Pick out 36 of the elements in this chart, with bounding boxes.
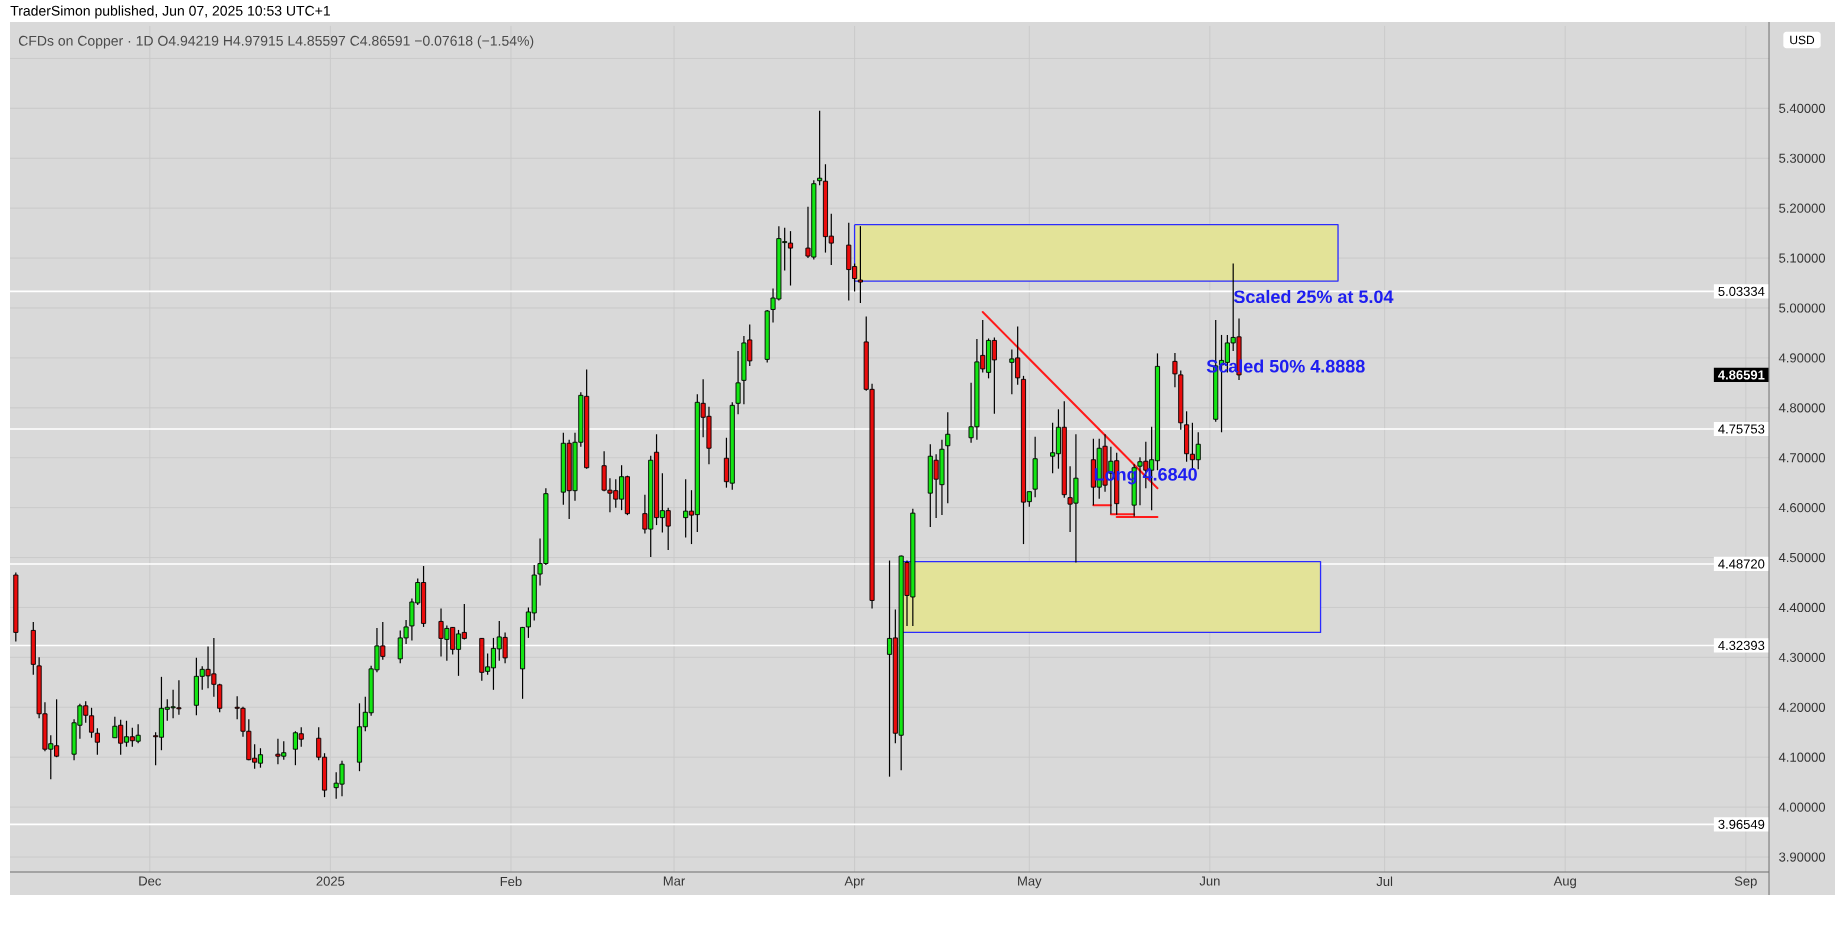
ref-line-label: 5.03334: [1718, 286, 1765, 296]
y-tick-label: 5.00000: [1779, 303, 1826, 313]
y-tick-label: 5.40000: [1779, 103, 1826, 113]
y-tick-label: 4.00000: [1778, 802, 1826, 812]
y-tick-label: 4.90000: [1778, 353, 1826, 363]
y-tick-label: 5.10000: [1779, 253, 1826, 263]
x-tick-label: Dec: [139, 876, 161, 886]
x-tick-label: 2025: [316, 876, 345, 886]
y-tick-label: 4.50000: [1778, 552, 1826, 563]
y-tick-label: 3.90000: [1779, 852, 1826, 862]
text: CFDs on Copper · 1D O4.94219 H4.97915 L4.85597 C4.86591 −0.07618 (−1.54%): [18, 35, 534, 49]
y-tick-label: 4.30000: [1778, 652, 1826, 662]
x-tick-label: May: [1018, 876, 1042, 889]
y-tick-label: 4.60000: [1778, 503, 1826, 513]
ref-line-label: 4.32393: [1718, 640, 1765, 651]
x-tick-label: Sep: [1734, 876, 1757, 889]
y-tick-label: 4.10000: [1778, 752, 1826, 762]
x-tick-label: Mar: [663, 876, 685, 886]
y-tick-label: 5.30000: [1779, 153, 1826, 163]
x-tick-label: Apr: [844, 876, 865, 889]
ref-line-label: 4.75753: [1718, 424, 1765, 434]
ref-line-label: 3.96549: [1718, 819, 1765, 829]
x-tick-label: Jul: [1376, 876, 1393, 887]
y-tick-label: 4.40000: [1778, 602, 1826, 613]
x-tick-label: Jun: [1199, 876, 1220, 886]
annotation: 4.86591: [1718, 370, 1765, 380]
y-tick-label: 4.80000: [1778, 403, 1826, 413]
y-tick-label: 4.20000: [1778, 702, 1826, 712]
text: TraderSimon published, Jun 07, 2025 10:53 UTC+1: [10, 5, 330, 19]
x-tick-label: Aug: [1553, 876, 1576, 889]
y-axis-title: USD: [1790, 35, 1815, 45]
y-tick-label: 4.70000: [1778, 453, 1826, 463]
ref-line-label: 4.48720: [1718, 559, 1765, 569]
y-tick-label: 5.20000: [1779, 203, 1826, 213]
x-tick-label: Feb: [500, 876, 522, 887]
annotation: Scaled 25% at 5.04: [1233, 289, 1394, 304]
